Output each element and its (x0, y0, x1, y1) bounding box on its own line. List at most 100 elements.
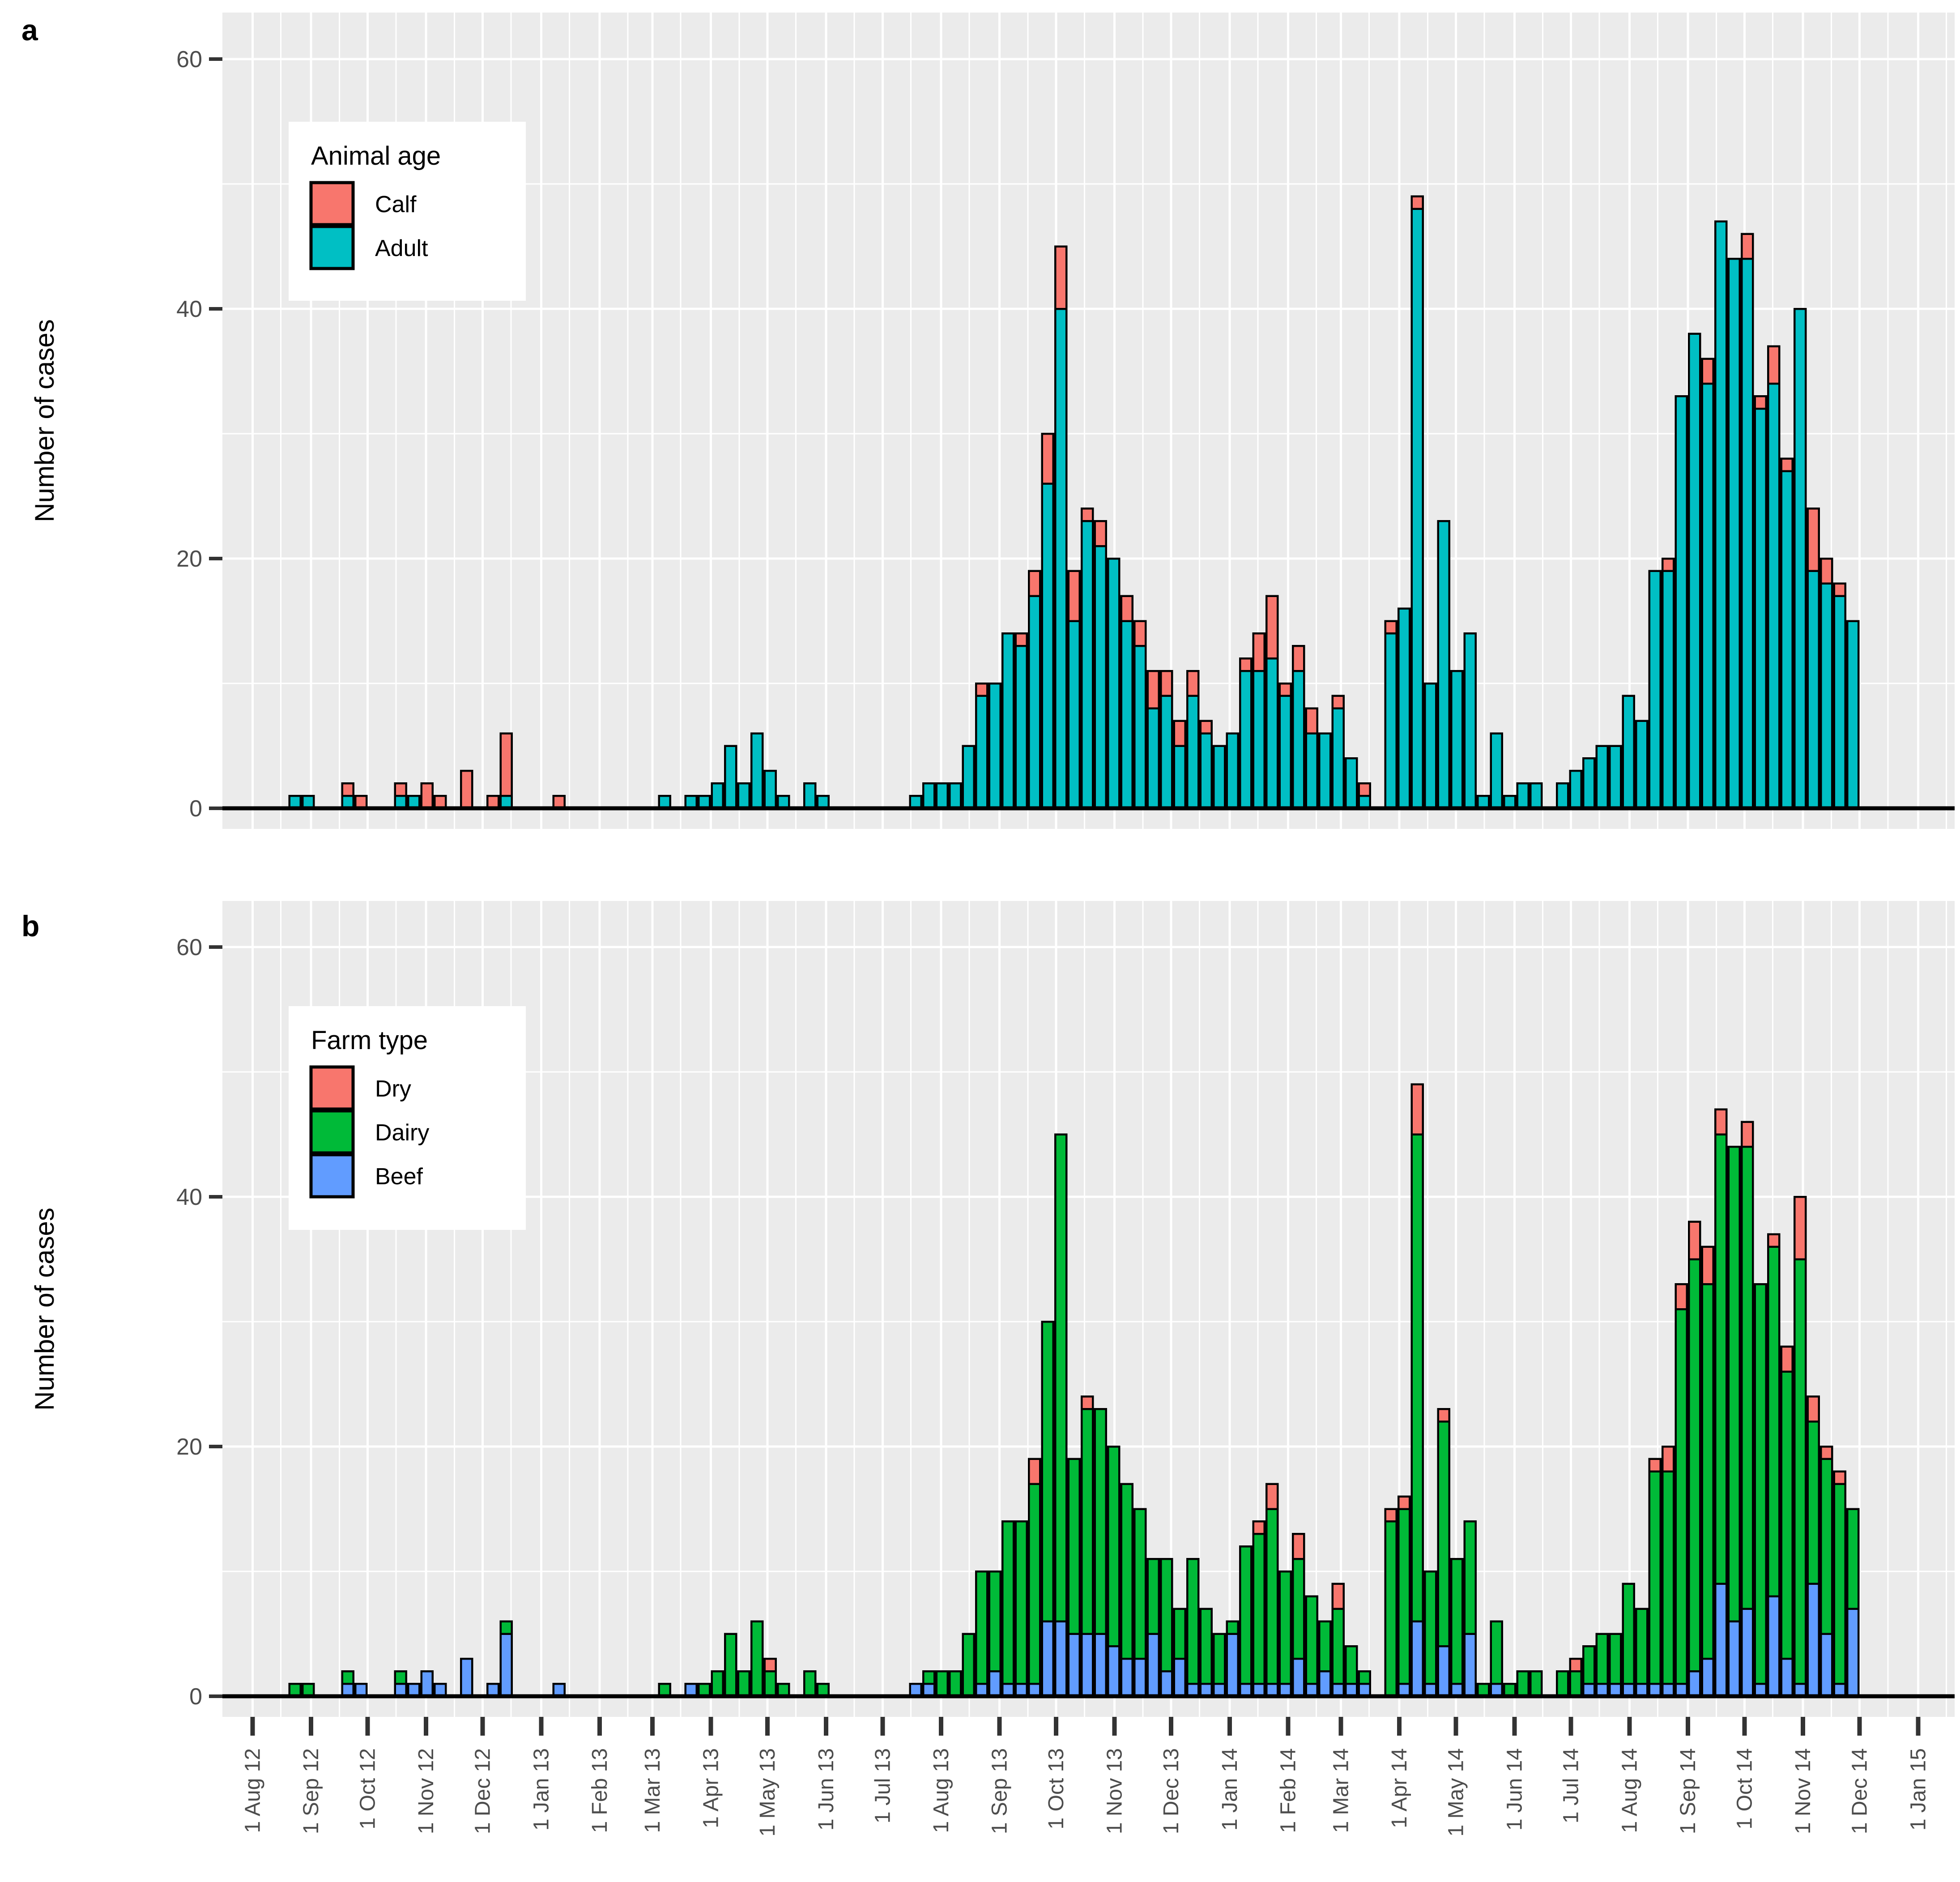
chart-rect (1339, 13, 1342, 829)
chart-rect (1239, 670, 1253, 810)
chart-rect (1001, 1520, 1015, 1685)
chart-rect (922, 1670, 936, 1685)
chart-rect (1513, 901, 1516, 1717)
chart-rect (598, 901, 601, 1717)
chart-rect (680, 901, 682, 1717)
chart-rect (341, 782, 355, 797)
chart-rect (1701, 383, 1715, 810)
chart-rect (453, 13, 455, 829)
chart-rect (222, 806, 1955, 811)
chart-rect (1780, 1370, 1794, 1660)
chart-rect (1807, 1583, 1820, 1698)
tick-label: 1 Jul 14 (1559, 1748, 1583, 1823)
chart-rect (1331, 707, 1345, 810)
chart-rect (1027, 570, 1041, 597)
chart-rect (1568, 1717, 1573, 1736)
chart-rect (910, 13, 912, 829)
chart-rect (1820, 1458, 1833, 1635)
chart-rect (1146, 1558, 1160, 1635)
chart-rect (1067, 1458, 1081, 1635)
chart-rect (499, 732, 513, 797)
chart-rect (1569, 770, 1583, 810)
chart-rect (1226, 1620, 1239, 1635)
y-axis-tick-labels: 0 20 40 60 0 20 40 60 (176, 47, 202, 1710)
chart-rect (1384, 620, 1398, 635)
chart-rect (222, 183, 1955, 185)
chart-rect (552, 794, 566, 810)
chart-rect (222, 946, 1955, 948)
chart-rect (1820, 582, 1833, 810)
chart-rect (935, 782, 949, 810)
chart-rect (1701, 358, 1715, 385)
chart-rect (1027, 13, 1029, 829)
tick-label: 1 Mar 14 (1329, 1748, 1353, 1833)
chart-rect (1688, 1221, 1701, 1260)
chart-rect (1807, 570, 1820, 810)
chart-rect (823, 1717, 828, 1736)
chart-rect (1027, 1458, 1041, 1485)
chart-rect (998, 13, 1001, 829)
chart-rect (803, 782, 817, 810)
tick-label: 1 Apr 13 (699, 1748, 723, 1828)
chart-rect (1120, 1658, 1133, 1698)
chart-rect (765, 1717, 770, 1736)
chart-rect (1067, 1633, 1081, 1698)
chart-rect (481, 13, 484, 829)
chart-rect (1490, 1620, 1503, 1685)
chart-rect (1686, 1717, 1691, 1736)
chart-rect (1858, 13, 1861, 829)
chart-rect (1437, 1420, 1450, 1647)
chart-rect (975, 1570, 989, 1685)
tick-label: 60 (176, 47, 202, 73)
chart-rect (881, 13, 884, 829)
chart-rect (1133, 1658, 1147, 1698)
chart-rect (222, 433, 1955, 435)
chart-rect (1358, 782, 1371, 797)
chart-rect (1595, 745, 1609, 810)
chart-rect (680, 13, 682, 829)
chart-rect (1450, 670, 1464, 810)
chart-rect (1041, 1620, 1054, 1698)
chart-rect (481, 901, 484, 1717)
chart-rect (569, 13, 571, 829)
chart-rect (338, 13, 340, 829)
chart-rect (1291, 645, 1305, 672)
chart-rect (880, 1717, 885, 1736)
chart-rect (724, 1633, 737, 1698)
chart-rect (763, 770, 777, 810)
tick-label: 1 Sep 14 (1676, 1748, 1700, 1834)
chart-rect (1146, 670, 1160, 710)
chart-rect (1503, 1682, 1517, 1698)
chart-rect (1344, 1645, 1358, 1685)
chart-rect (539, 1717, 544, 1736)
chart-rect (209, 307, 222, 311)
chart-rect (1286, 1717, 1291, 1736)
chart-rect (407, 794, 421, 810)
chart-rect (710, 901, 712, 1717)
chart-rect (540, 13, 542, 829)
chart-rect (1014, 1520, 1028, 1685)
chart-rect (1054, 1717, 1059, 1736)
chart-rect (395, 901, 397, 1717)
chart-rect (1946, 13, 1947, 829)
chart-rect (1917, 901, 1919, 1717)
chart-rect (1410, 1133, 1424, 1622)
chart-rect (1054, 1620, 1068, 1698)
chart-rect (1170, 901, 1172, 1717)
y-axis-title-panel-a: Number of cases (30, 319, 60, 522)
chart-rect (395, 13, 397, 829)
chart-rect (1662, 1682, 1675, 1698)
chart-rect (935, 1670, 949, 1698)
chart-rect (1767, 345, 1781, 385)
tick-label: 1 Apr 14 (1388, 1748, 1411, 1828)
chart-rect (1054, 307, 1068, 810)
chart-rect (1662, 1470, 1675, 1685)
chart-rect (1358, 1670, 1371, 1685)
chart-rect (738, 13, 740, 829)
chart-rect (737, 1670, 751, 1698)
chart-rect (222, 1694, 1955, 1698)
chart-rect (1628, 901, 1631, 1717)
chart-rect (1186, 1558, 1200, 1685)
chart-rect (948, 1670, 962, 1698)
